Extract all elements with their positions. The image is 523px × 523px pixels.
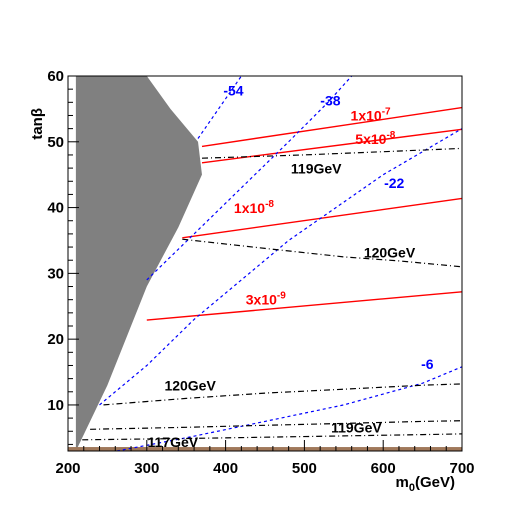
y-tick-label: 10 <box>47 397 64 414</box>
annotation-label-10: 120GeV <box>164 377 216 393</box>
annotations: -54 -38 -22 -6 1x10-7 5x10-8 1x10-8 3x10-9 119Ge… <box>147 83 433 450</box>
annotation-label-3: -6 <box>421 356 434 372</box>
annotation-label-4: 1x10-7 <box>351 107 391 124</box>
excluded-region <box>75 76 202 451</box>
series-line-blue-dashed-6 <box>99 128 462 406</box>
y-tick-label: 50 <box>47 134 64 151</box>
x-tick-label: 400 <box>213 460 238 477</box>
x-tick-label: 300 <box>134 460 159 477</box>
series-line-black-dashdot-11 <box>90 420 462 430</box>
series-line-black-dashdot-12 <box>82 433 462 441</box>
annotation-label-2: -22 <box>384 175 404 191</box>
y-tick-label: 60 <box>47 68 64 85</box>
y-tick-label: 40 <box>47 200 64 217</box>
series-line-red-solid-2 <box>182 197 462 239</box>
x-axis-title: m0(GeV) <box>396 474 455 494</box>
annotation-label-8: 119GeV <box>291 160 342 176</box>
annotation-label-6: 1x10-8 <box>234 199 274 216</box>
bottom-band <box>68 447 462 451</box>
series-line-black-dashdot-9 <box>182 238 462 268</box>
annotation-label-12: 117GeV <box>147 434 198 450</box>
x-tick-label: 500 <box>292 460 317 477</box>
x-tick-label: 200 <box>55 460 80 477</box>
series-line-blue-dashed-7 <box>116 366 462 451</box>
plot-frame <box>67 75 463 452</box>
x-tick-label: 700 <box>449 460 474 477</box>
y-tick-label: 20 <box>47 331 64 348</box>
series-line-blue-dashed-5 <box>146 76 353 281</box>
annotation-label-7: 3x10-9 <box>246 290 286 307</box>
x-tick-label: 600 <box>371 460 396 477</box>
series-line-black-dashdot-10 <box>103 383 462 406</box>
annotation-label-1: -38 <box>320 93 340 109</box>
plot-area <box>68 76 462 451</box>
y-axis-title: tanβ <box>29 108 46 140</box>
annotation-label-11: 119GeV <box>331 420 382 436</box>
series-line-red-solid-0 <box>201 106 462 148</box>
annotation-label-5: 5x10-8 <box>355 130 395 147</box>
y-tick-label: 30 <box>47 265 64 282</box>
annotation-label-0: -54 <box>223 83 243 99</box>
axes: 200 300 400 500 600 700 10 20 30 40 50 60 <box>47 68 474 477</box>
annotation-label-9: 120GeV <box>364 245 416 261</box>
series-line-blue-dashed-4 <box>197 76 242 139</box>
